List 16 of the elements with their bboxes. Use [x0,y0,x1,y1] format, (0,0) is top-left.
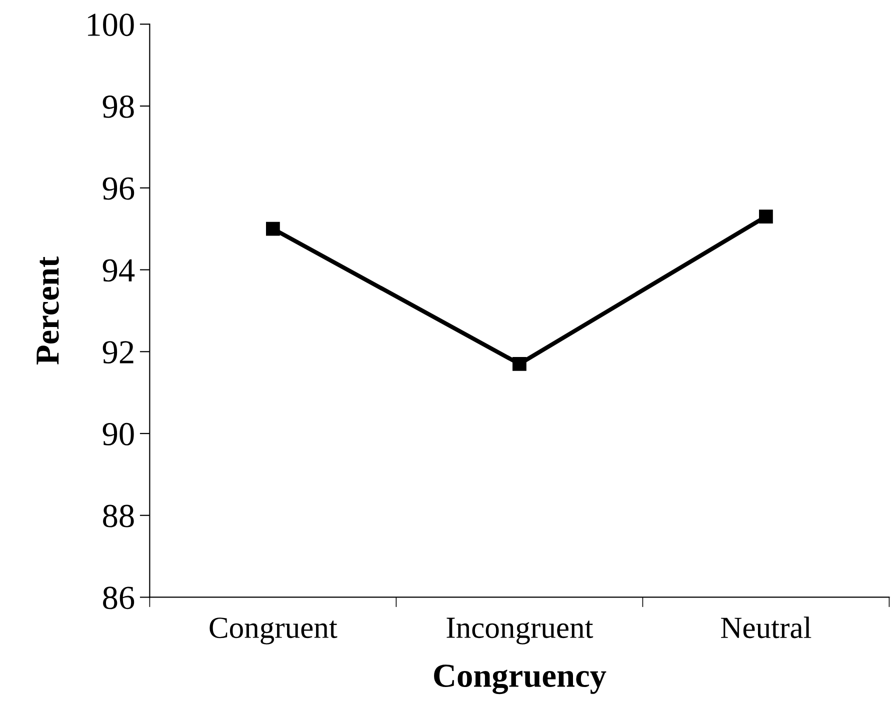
y-tick-label: 96 [102,177,134,200]
y-tick-label: 86 [103,586,134,610]
point [266,222,280,236]
x-axis-title: Congruency [434,664,606,694]
point [759,210,773,224]
x-tick-label: Incongruent [446,618,594,644]
y-tick-label: 100 [88,14,134,36]
y-tick-label: 98 [102,95,134,118]
y-tick-label: 92 [102,341,134,364]
y-axis-title: Percent [36,256,59,364]
point [512,356,526,371]
y-tick-label: 88 [103,504,134,528]
x-tick-label: Congruent [210,618,338,644]
x-tick-label: Neutral [721,616,812,638]
y-tick-label: 90 [102,422,134,446]
y-tick-label: 94 [102,259,135,282]
